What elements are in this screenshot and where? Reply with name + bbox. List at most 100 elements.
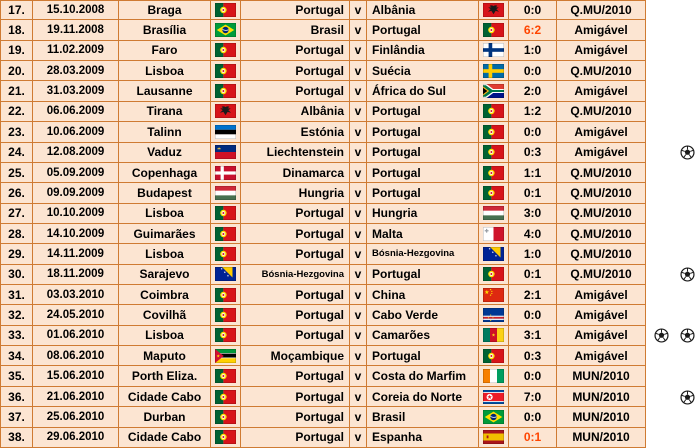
table-row: 28. 14.10.2009 Guimarães Portugal v Malt… xyxy=(0,223,699,245)
competition: Amigável xyxy=(557,285,646,306)
table-row-cells: 36. 21.06.2010 Cidade Cabo Portugal v Co… xyxy=(0,386,646,408)
home-team: Portugal xyxy=(241,203,350,224)
match-city: Lisboa xyxy=(119,325,211,347)
match-score: 0:1 xyxy=(509,427,557,448)
match-score: 2:1 xyxy=(509,285,557,306)
table-row: 36. 21.06.2010 Cidade Cabo Portugal v Co… xyxy=(0,386,699,408)
ball-icons xyxy=(646,162,699,184)
match-city: Brasília xyxy=(119,20,211,41)
ball-icons xyxy=(646,142,699,163)
match-city: Porth Eliza. xyxy=(119,366,211,387)
ivory-coast-flag-icon xyxy=(479,366,509,387)
away-team: Costa do Marfim xyxy=(367,366,479,387)
versus-label: v xyxy=(350,203,367,224)
ball-icons xyxy=(646,244,699,265)
portugal-flag-icon xyxy=(211,386,241,408)
match-date: 15.06.2010 xyxy=(33,366,119,387)
versus-label: v xyxy=(350,61,367,82)
ball-icons xyxy=(646,325,699,347)
table-row-cells: 30. 18.11.2009 Sarajevo Bósnia-Hezgovina… xyxy=(0,264,646,286)
competition: Amigável xyxy=(557,40,646,62)
match-score: 3:0 xyxy=(509,203,557,224)
match-city: Lisboa xyxy=(119,244,211,265)
competition: Q.MU/2010 xyxy=(557,244,646,265)
portugal-flag-icon xyxy=(211,0,241,21)
south-africa-flag-icon xyxy=(479,81,509,102)
match-number: 23. xyxy=(0,122,33,143)
match-score: 0:0 xyxy=(509,0,557,21)
soccer-ball-icon xyxy=(680,145,695,160)
table-row: 32. 24.05.2010 Covilhã Portugal v Cabo V… xyxy=(0,305,699,326)
china-flag-icon xyxy=(479,285,509,306)
competition: Q.MU/2010 xyxy=(557,101,646,123)
portugal-flag-icon xyxy=(479,142,509,163)
home-team: Portugal xyxy=(241,61,350,82)
match-city: Maputo xyxy=(119,346,211,367)
versus-label: v xyxy=(350,427,367,448)
spain-flag-icon xyxy=(479,427,509,448)
table-row-cells: 38. 29.06.2010 Cidade Cabo Portugal v Es… xyxy=(0,427,646,448)
match-date: 25.06.2010 xyxy=(33,407,119,428)
away-team: Coreia do Norte xyxy=(367,386,479,408)
ball-icons xyxy=(646,203,699,224)
liechtenstein-flag-icon xyxy=(211,142,241,163)
table-row: 30. 18.11.2009 Sarajevo Bósnia-Hezgovina… xyxy=(0,264,699,286)
match-score: 1:1 xyxy=(509,162,557,184)
away-team: Espanha xyxy=(367,427,479,448)
ball-icons xyxy=(646,386,699,408)
competition: MUN/2010 xyxy=(557,407,646,428)
away-team: Brasil xyxy=(367,407,479,428)
away-team: Portugal xyxy=(367,162,479,184)
portugal-flag-icon xyxy=(211,223,241,245)
portugal-flag-icon xyxy=(211,366,241,387)
table-row: 22. 06.06.2009 Tirana Albânia v Portugal… xyxy=(0,101,699,123)
table-row-cells: 27. 10.10.2009 Lisboa Portugal v Hungria… xyxy=(0,203,646,224)
match-city: Durban xyxy=(119,407,211,428)
home-team: Portugal xyxy=(241,223,350,245)
home-team: Portugal xyxy=(241,244,350,265)
table-row: 27. 10.10.2009 Lisboa Portugal v Hungria… xyxy=(0,203,699,224)
ball-icons xyxy=(646,346,699,367)
match-number: 33. xyxy=(0,325,33,347)
competition: MUN/2010 xyxy=(557,366,646,387)
away-team: Portugal xyxy=(367,122,479,143)
ball-icons xyxy=(646,366,699,387)
ball-icons xyxy=(646,122,699,143)
away-team: China xyxy=(367,285,479,306)
versus-label: v xyxy=(350,407,367,428)
portugal-flag-icon xyxy=(211,305,241,326)
match-score: 0:1 xyxy=(509,264,557,286)
home-team: Portugal xyxy=(241,407,350,428)
ball-icons xyxy=(646,40,699,62)
match-score: 2:0 xyxy=(509,81,557,102)
match-number: 18. xyxy=(0,20,33,41)
table-row-cells: 18. 19.11.2008 Brasília Brasil v Portuga… xyxy=(0,20,646,41)
match-date: 01.06.2010 xyxy=(33,325,119,347)
ball-icons xyxy=(646,264,699,286)
competition: Q.MU/2010 xyxy=(557,223,646,245)
portugal-flag-icon xyxy=(211,81,241,102)
away-team: Finlândia xyxy=(367,40,479,62)
portugal-flag-icon xyxy=(211,325,241,347)
match-score: 0:3 xyxy=(509,346,557,367)
home-team: Portugal xyxy=(241,305,350,326)
away-team: Portugal xyxy=(367,142,479,163)
table-row: 17. 15.10.2008 Braga Portugal v Albânia … xyxy=(0,0,699,21)
table-row-cells: 22. 06.06.2009 Tirana Albânia v Portugal… xyxy=(0,101,646,123)
portugal-flag-icon xyxy=(479,20,509,41)
match-number: 34. xyxy=(0,346,33,367)
versus-label: v xyxy=(350,101,367,123)
versus-label: v xyxy=(350,0,367,21)
versus-label: v xyxy=(350,285,367,306)
denmark-flag-icon xyxy=(211,162,241,184)
ball-icons xyxy=(646,81,699,102)
table-row-cells: 26. 09.09.2009 Budapest Hungria v Portug… xyxy=(0,183,646,204)
match-date: 31.03.2009 xyxy=(33,81,119,102)
home-team: Moçambique xyxy=(241,346,350,367)
home-team: Portugal xyxy=(241,325,350,347)
table-row: 21. 31.03.2009 Lausanne Portugal v Áfric… xyxy=(0,81,699,102)
match-date: 09.09.2009 xyxy=(33,183,119,204)
competition: MUN/2010 xyxy=(557,427,646,448)
match-score: 0:0 xyxy=(509,305,557,326)
match-city: Guimarães xyxy=(119,223,211,245)
